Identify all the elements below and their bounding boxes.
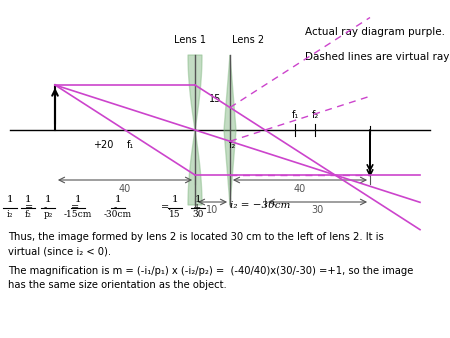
Text: i₂: i₂	[7, 210, 13, 219]
Text: 1: 1	[7, 195, 14, 204]
Polygon shape	[224, 55, 236, 205]
Text: 40: 40	[119, 184, 131, 194]
Text: -15cm: -15cm	[64, 210, 92, 219]
Text: has the same size orientation as the object.: has the same size orientation as the obj…	[8, 280, 227, 290]
Text: 1: 1	[195, 195, 201, 204]
Text: -30cm: -30cm	[104, 210, 132, 219]
Text: f₂: f₂	[228, 140, 236, 150]
Text: 1: 1	[115, 195, 122, 204]
Text: 1: 1	[172, 195, 178, 204]
Text: 40: 40	[294, 184, 306, 194]
Text: Dashed lines are virtual rays: Dashed lines are virtual rays	[305, 52, 450, 62]
Text: 1: 1	[25, 195, 32, 204]
Text: f₂: f₂	[311, 110, 319, 120]
Text: 1: 1	[75, 195, 81, 204]
Text: f₁: f₁	[292, 110, 299, 120]
Text: 10: 10	[207, 205, 219, 215]
Text: Lens 2: Lens 2	[232, 35, 264, 45]
Text: 30: 30	[192, 210, 204, 219]
Text: p₂: p₂	[43, 210, 53, 219]
Text: f₂: f₂	[25, 210, 32, 219]
Text: The magnification is m = (-i₁/p₁) x (-i₂/p₂) =  (-40/40)x(30/-30) =+1, so the im: The magnification is m = (-i₁/p₁) x (-i₂…	[8, 266, 414, 276]
Text: +: +	[193, 203, 201, 213]
Text: 15: 15	[169, 210, 181, 219]
Text: =: =	[71, 203, 79, 213]
Text: i₂ = −30cm: i₂ = −30cm	[230, 201, 290, 210]
Text: Actual ray diagram purple.: Actual ray diagram purple.	[305, 27, 445, 37]
Text: =.: =.	[162, 203, 173, 213]
Text: virtual (since i₂ < 0).: virtual (since i₂ < 0).	[8, 246, 111, 256]
Text: Thus, the image formed by lens 2 is located 30 cm to the left of lens 2. It is: Thus, the image formed by lens 2 is loca…	[8, 232, 384, 242]
Text: =: =	[25, 203, 33, 213]
Text: -: -	[113, 203, 117, 213]
Text: +20: +20	[93, 140, 113, 150]
Text: -: -	[43, 203, 47, 213]
Text: 1: 1	[45, 195, 51, 204]
Text: 30: 30	[311, 205, 324, 215]
Text: 15: 15	[209, 94, 221, 104]
Text: Lens 1: Lens 1	[174, 35, 206, 45]
Text: f₁: f₁	[126, 140, 134, 150]
Polygon shape	[188, 55, 202, 205]
